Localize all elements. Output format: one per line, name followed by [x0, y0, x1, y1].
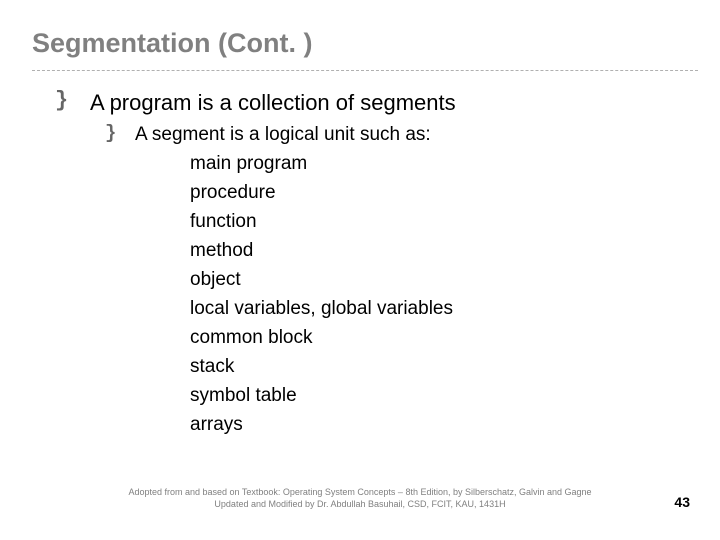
- footer-credit: Adopted from and based on Textbook: Oper…: [0, 486, 720, 510]
- list-item: symbol table: [190, 384, 453, 408]
- list-item: stack: [190, 355, 453, 379]
- title-divider: [32, 70, 698, 71]
- segment-list: main program procedure function method o…: [190, 152, 453, 437]
- list-item: procedure: [190, 181, 453, 205]
- list-item: main program: [190, 152, 453, 176]
- level1-text: A program is a collection of segments: [90, 90, 456, 116]
- level2-text: A segment is a logical unit such as:: [135, 124, 431, 146]
- bullet-level1-icon: }: [55, 90, 68, 112]
- list-item: arrays: [190, 413, 453, 437]
- footer-line1: Adopted from and based on Textbook: Oper…: [0, 486, 720, 498]
- list-item: local variables, global variables: [190, 297, 453, 321]
- footer-line2: Updated and Modified by Dr. Abdullah Bas…: [0, 498, 720, 510]
- slide-title: Segmentation (Cont. ): [32, 28, 312, 59]
- list-item: object: [190, 268, 453, 292]
- list-item: function: [190, 210, 453, 234]
- list-item: method: [190, 239, 453, 263]
- slide-container: Segmentation (Cont. ) } A program is a c…: [0, 0, 720, 540]
- list-item: common block: [190, 326, 453, 350]
- page-number: 43: [674, 494, 690, 510]
- bullet-level2-icon: }: [105, 124, 116, 143]
